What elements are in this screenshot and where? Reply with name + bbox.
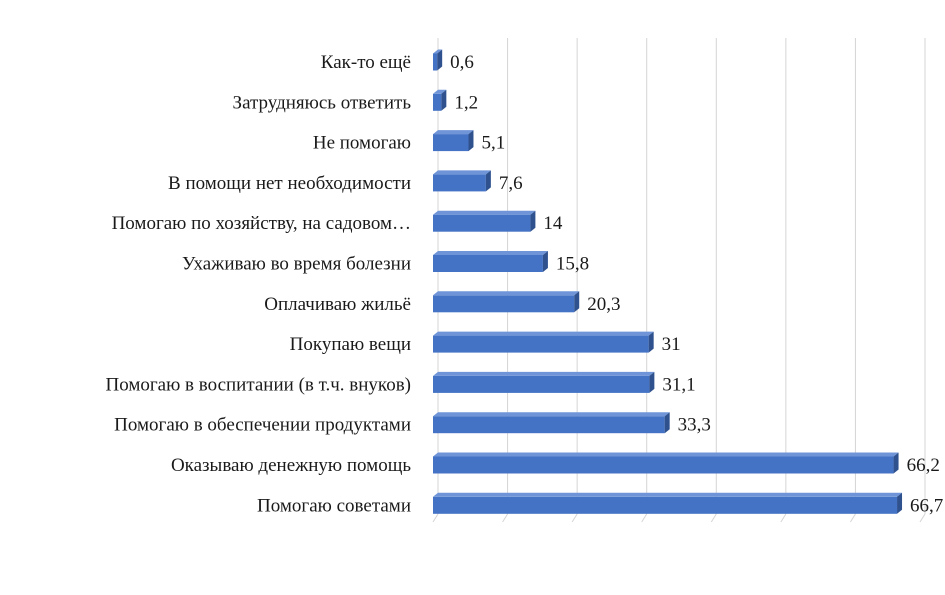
bar-top-face [433, 49, 443, 54]
bar-top-face [433, 170, 491, 175]
bar [433, 134, 469, 152]
bar [433, 496, 898, 514]
data-label: 20,3 [587, 294, 620, 315]
data-label: 5,1 [481, 133, 505, 154]
data-label: 33,3 [678, 415, 711, 436]
gridline-floor-tick [710, 513, 717, 523]
category-label: Помогаю в обеспечении продуктами [114, 415, 411, 436]
bar-top-face [433, 412, 670, 417]
bar-top-face [433, 210, 536, 215]
grid-lines [432, 38, 926, 523]
category-label: Затрудняюсь ответить [233, 92, 412, 113]
category-label: Помогаю в воспитании (в т.ч. внуков) [105, 374, 411, 395]
bar-top-face [433, 130, 474, 135]
gridline-floor-tick [571, 513, 578, 523]
bar-top-face [433, 492, 903, 497]
bar-top-face [433, 331, 654, 336]
bar-top-face [433, 291, 580, 296]
bar-side-face [441, 89, 447, 111]
bar-side-face [664, 412, 670, 434]
gridline-floor-tick [850, 513, 856, 523]
gridline-floor-tick [919, 513, 926, 523]
bar-top-face [433, 452, 899, 457]
data-label: 66,7 [910, 495, 943, 516]
bar-side-face [648, 331, 654, 353]
category-labels: Как-то ещё Затрудняюсь ответить Не помогаю… [105, 52, 411, 516]
bar-top-face [433, 89, 447, 94]
category-label: Оказываю денежную помощь [171, 455, 411, 476]
data-label: 31 [662, 334, 681, 355]
data-label: 1,2 [454, 92, 478, 113]
category-label: Покупаю вещи [290, 334, 411, 355]
category-label: Как-то ещё [321, 52, 411, 73]
bar-side-face [530, 210, 536, 232]
gridline-floor-tick [780, 513, 787, 523]
data-label: 66,2 [907, 455, 940, 476]
data-label: 7,6 [499, 173, 523, 194]
bar [433, 375, 650, 393]
bar-side-face [893, 452, 899, 474]
bar [433, 255, 543, 272]
category-label: Ухаживаю во время болезни [182, 254, 411, 275]
bar-side-face [485, 170, 491, 192]
bar [433, 214, 531, 232]
gridline-floor-tick [432, 513, 439, 523]
bar [433, 53, 438, 71]
data-label: 14 [543, 213, 563, 234]
bar-side-face [468, 130, 474, 152]
bar-side-face [897, 492, 903, 514]
category-label: В помощи нет необходимости [168, 173, 411, 194]
bars [433, 49, 903, 514]
bar [433, 174, 486, 192]
data-label: 0,6 [450, 52, 474, 73]
bar-side-face [542, 251, 548, 272]
category-label: Не помогаю [313, 133, 411, 154]
bar-side-face [574, 291, 580, 313]
bar [433, 93, 442, 111]
data-label: 15,8 [556, 254, 589, 275]
bar-side-face [649, 371, 655, 393]
category-label: Помогаю советами [257, 495, 411, 516]
data-label: 31,1 [662, 374, 695, 395]
category-label: Оплачиваю жильё [264, 294, 411, 315]
bar-top-face [433, 371, 655, 376]
data-labels: 0,6 1,25,1 7,6 14 15,8 20,3 31 31,1 33,3 66,2 66,7 [450, 52, 943, 516]
bar [433, 335, 649, 353]
gridline-floor-tick [641, 513, 648, 523]
category-label: Помогаю по хозяйству, на садовом… [112, 213, 411, 234]
bar-side-face [437, 49, 443, 71]
bar [433, 456, 894, 474]
bar [433, 416, 665, 434]
gridline-floor-tick [502, 513, 508, 523]
bar [433, 295, 575, 313]
bar-top-face [433, 251, 548, 255]
